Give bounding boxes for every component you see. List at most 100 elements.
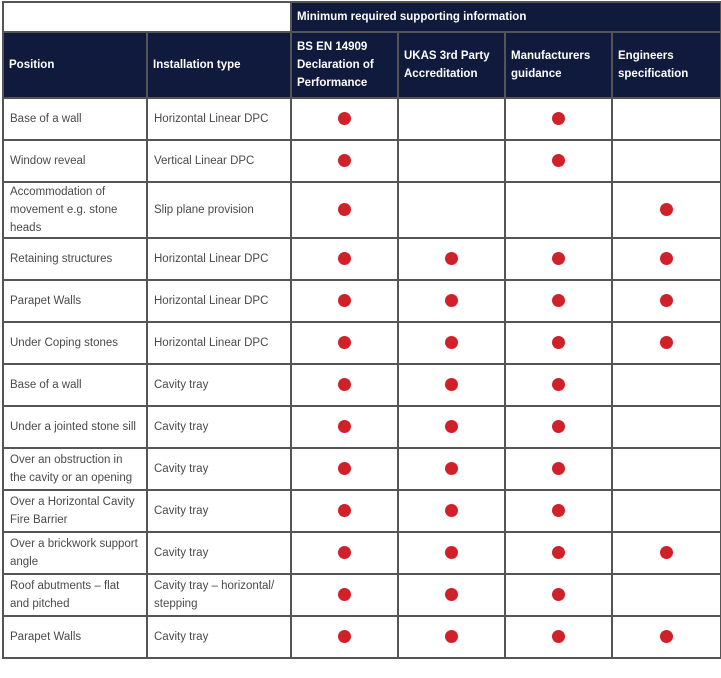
requirement-cell bbox=[397, 97, 506, 141]
installation-type-cell: Horizontal Linear DPC bbox=[146, 237, 292, 281]
requirement-cell bbox=[610, 97, 721, 141]
red-dot-icon bbox=[552, 294, 565, 308]
blank-header-cell bbox=[2, 1, 292, 33]
column-header-engineers-specification: Engineers specification bbox=[610, 31, 721, 99]
red-dot-icon bbox=[660, 203, 674, 217]
requirement-cell bbox=[397, 181, 506, 239]
requirement-cell bbox=[290, 447, 399, 491]
requirement-cell bbox=[504, 181, 613, 239]
requirement-cell bbox=[290, 181, 399, 239]
red-dot-icon bbox=[660, 546, 674, 560]
requirement-cell bbox=[290, 489, 399, 533]
requirement-cell bbox=[504, 615, 613, 659]
requirement-cell bbox=[504, 531, 613, 575]
requirement-cell bbox=[397, 573, 506, 617]
red-dot-icon bbox=[338, 294, 351, 308]
requirement-cell bbox=[290, 139, 399, 183]
position-cell: Under a jointed stone sill bbox=[2, 405, 148, 449]
red-dot-icon bbox=[338, 154, 351, 168]
requirement-cell bbox=[290, 573, 399, 617]
red-dot-icon bbox=[552, 504, 565, 518]
position-cell: Base of a wall bbox=[2, 97, 148, 141]
requirement-cell bbox=[504, 573, 613, 617]
red-dot-icon bbox=[445, 546, 458, 560]
position-cell: Parapet Walls bbox=[2, 279, 148, 323]
position-cell: Under Coping stones bbox=[2, 321, 148, 365]
red-dot-icon bbox=[338, 203, 351, 217]
position-cell: Retaining structures bbox=[2, 237, 148, 281]
requirement-cell bbox=[610, 363, 721, 407]
requirement-cell bbox=[610, 489, 721, 533]
installation-type-cell: Cavity tray bbox=[146, 363, 292, 407]
column-header-ukas: UKAS 3rd Party Accreditation bbox=[397, 31, 506, 99]
red-dot-icon bbox=[445, 378, 458, 392]
table-row: Roof abutments – flat and pitched Cavity … bbox=[2, 573, 721, 617]
position-cell: Over a Horizontal Cavity Fire Barrier bbox=[2, 489, 148, 533]
requirement-cell bbox=[504, 447, 613, 491]
requirement-cell bbox=[504, 139, 613, 183]
red-dot-icon bbox=[552, 378, 565, 392]
position-cell: Parapet Walls bbox=[2, 615, 148, 659]
table-row: Over an obstruction in the cavity or an … bbox=[2, 447, 721, 491]
red-dot-icon bbox=[660, 630, 674, 644]
red-dot-icon bbox=[552, 588, 565, 602]
column-header-manufacturers-guidance: Manufacturers guidance bbox=[504, 31, 613, 99]
requirements-table: Minimum required supporting information … bbox=[2, 1, 721, 659]
table-row: Retaining structures Horizontal Linear DP… bbox=[2, 237, 721, 281]
installation-type-cell: Cavity tray bbox=[146, 531, 292, 575]
requirement-cell bbox=[504, 489, 613, 533]
requirement-cell bbox=[397, 363, 506, 407]
position-cell: Base of a wall bbox=[2, 363, 148, 407]
requirement-cell bbox=[610, 139, 721, 183]
table-row: Base of a wall Horizontal Linear DPC bbox=[2, 97, 721, 141]
requirement-cell bbox=[504, 405, 613, 449]
requirement-cell bbox=[610, 615, 721, 659]
requirement-cell bbox=[504, 363, 613, 407]
red-dot-icon bbox=[552, 630, 565, 644]
requirement-cell bbox=[397, 237, 506, 281]
red-dot-icon bbox=[660, 252, 674, 266]
red-dot-icon bbox=[660, 336, 674, 350]
red-dot-icon bbox=[338, 504, 351, 518]
red-dot-icon bbox=[338, 546, 351, 560]
position-cell: Accommodation of movement e.g. stone hea… bbox=[2, 181, 148, 239]
red-dot-icon bbox=[445, 420, 458, 434]
requirement-cell bbox=[504, 279, 613, 323]
red-dot-icon bbox=[338, 336, 351, 350]
installation-type-cell: Slip plane provision bbox=[146, 181, 292, 239]
table-row: Under a jointed stone sill Cavity tray bbox=[2, 405, 721, 449]
requirement-cell bbox=[290, 405, 399, 449]
table-body: Base of a wall Horizontal Linear DPC Windo… bbox=[2, 97, 721, 659]
red-dot-icon bbox=[552, 252, 565, 266]
requirement-cell bbox=[290, 363, 399, 407]
table-row: Parapet Walls Horizontal Linear DPC bbox=[2, 279, 721, 323]
installation-type-cell: Cavity tray bbox=[146, 615, 292, 659]
requirement-cell bbox=[397, 279, 506, 323]
red-dot-icon bbox=[552, 336, 565, 350]
table-row: Parapet Walls Cavity tray bbox=[2, 615, 721, 659]
red-dot-icon bbox=[445, 504, 458, 518]
table-row: Accommodation of movement e.g. stone hea… bbox=[2, 181, 721, 239]
red-dot-icon bbox=[552, 462, 565, 476]
table-row: Base of a wall Cavity tray bbox=[2, 363, 721, 407]
installation-type-cell: Vertical Linear DPC bbox=[146, 139, 292, 183]
requirement-cell bbox=[504, 97, 613, 141]
column-header-position: Position bbox=[2, 31, 148, 99]
position-cell: Over an obstruction in the cavity or an … bbox=[2, 447, 148, 491]
installation-type-cell: Horizontal Linear DPC bbox=[146, 321, 292, 365]
installation-type-cell: Cavity tray bbox=[146, 405, 292, 449]
position-cell: Over a brickwork support angle bbox=[2, 531, 148, 575]
installation-type-cell: Cavity tray – horizontal/ stepping bbox=[146, 573, 292, 617]
red-dot-icon bbox=[552, 154, 565, 168]
red-dot-icon bbox=[445, 294, 458, 308]
red-dot-icon bbox=[552, 546, 565, 560]
requirement-cell bbox=[610, 181, 721, 239]
requirement-cell bbox=[610, 573, 721, 617]
requirement-cell bbox=[290, 97, 399, 141]
requirement-cell bbox=[610, 237, 721, 281]
requirement-cell bbox=[610, 405, 721, 449]
red-dot-icon bbox=[338, 112, 351, 126]
requirement-cell bbox=[610, 447, 721, 491]
position-cell: Window reveal bbox=[2, 139, 148, 183]
red-dot-icon bbox=[445, 630, 458, 644]
